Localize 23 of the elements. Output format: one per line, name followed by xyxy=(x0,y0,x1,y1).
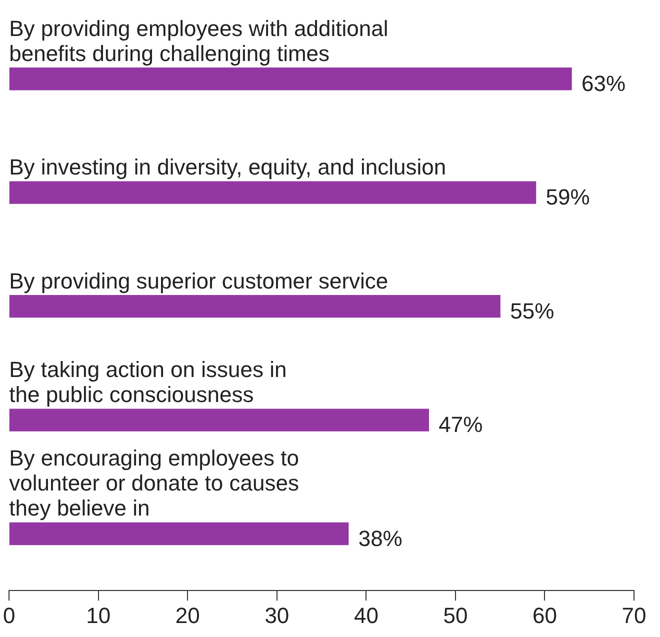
x-tick-label: 10 xyxy=(86,602,111,628)
x-tick-label: 40 xyxy=(354,602,378,628)
x-tick-label: 50 xyxy=(443,602,468,628)
y-tick-label: By providing superior customer service xyxy=(9,268,388,294)
x-tick-label: 20 xyxy=(175,602,200,628)
data-label: 63% xyxy=(582,70,626,96)
y-tick-label: By providing employees with additional benefits during challenging times xyxy=(9,16,388,66)
data-label: 59% xyxy=(546,184,590,210)
y-tick-label: By taking action on issues in the public consciousness xyxy=(9,357,287,408)
y-tick-label: By encouraging employees to volunteer or donate to causes they believe in xyxy=(9,446,299,521)
bar xyxy=(9,181,536,204)
x-tick-label: 70 xyxy=(622,602,646,628)
data-label: 47% xyxy=(438,412,483,438)
y-tick-label: By investing in diversity, equity, and inclusion xyxy=(9,154,446,180)
data-label: 38% xyxy=(358,526,402,551)
bar xyxy=(9,68,572,90)
x-tick-label: 30 xyxy=(264,602,290,628)
bar xyxy=(9,408,430,432)
x-tick-label: 60 xyxy=(532,602,557,628)
bar xyxy=(9,522,349,546)
data-label: 55% xyxy=(510,298,554,324)
bar xyxy=(9,294,500,318)
x-tick-label: 0 xyxy=(2,602,16,628)
